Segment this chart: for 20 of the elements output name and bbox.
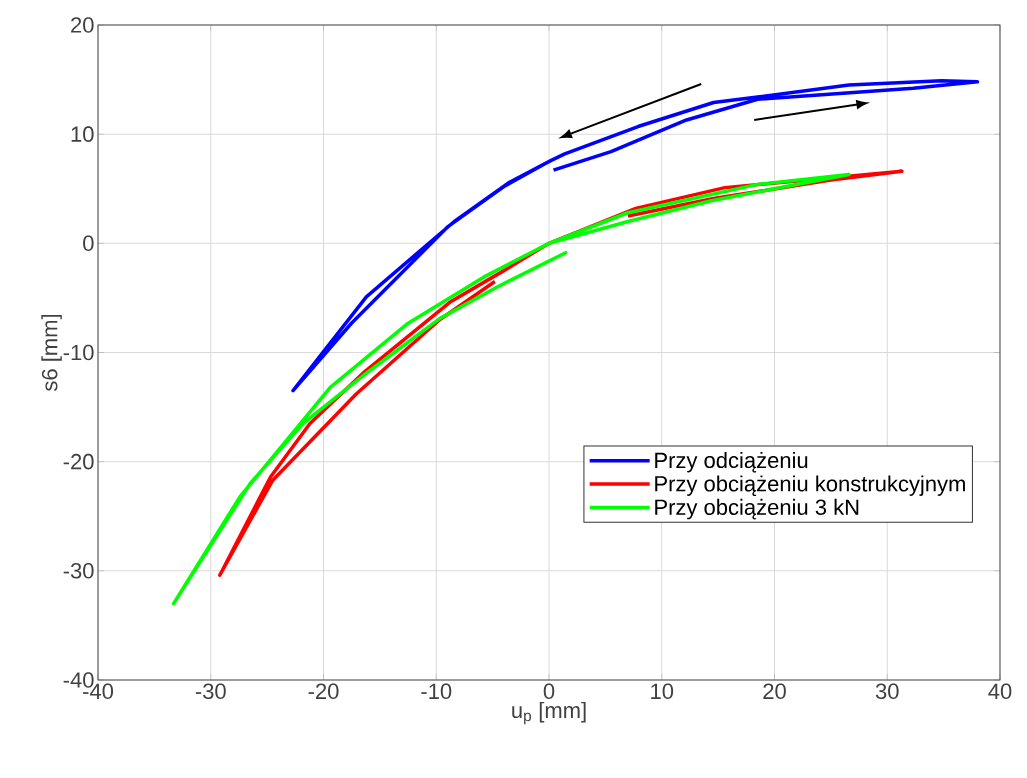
x-tick-label: 10: [651, 683, 674, 700]
x-tick-label: 0: [543, 683, 555, 700]
legend-label: Przy obciążeniu konstrukcyjnym: [655, 475, 965, 496]
x-tick-label: 20: [763, 683, 786, 700]
x-axis-title: u$_{p}$ [mm]: [512, 701, 586, 725]
x-tick-label: -30: [195, 683, 226, 700]
y-tick-label: -20: [63, 453, 94, 470]
y-tick-label: 10: [71, 126, 94, 142]
x-tick-label: -10: [421, 683, 452, 700]
y-axis-title: s6 [mm]: [41, 314, 62, 391]
x-tick-label: -20: [308, 683, 339, 700]
x-tick-label: 30: [875, 683, 899, 700]
y-tick-label: -10: [63, 344, 94, 361]
line-series: [291, 78, 980, 393]
legend-label: Przy odciążeniu: [655, 451, 808, 473]
y-tick-label: 0: [83, 235, 94, 252]
x-tick-label: 40: [988, 683, 1012, 700]
legend-label: Przy obciążeniu 3 kN: [655, 498, 859, 520]
y-tick-label: 20: [71, 17, 94, 33]
y-tick-label: -30: [63, 563, 94, 579]
